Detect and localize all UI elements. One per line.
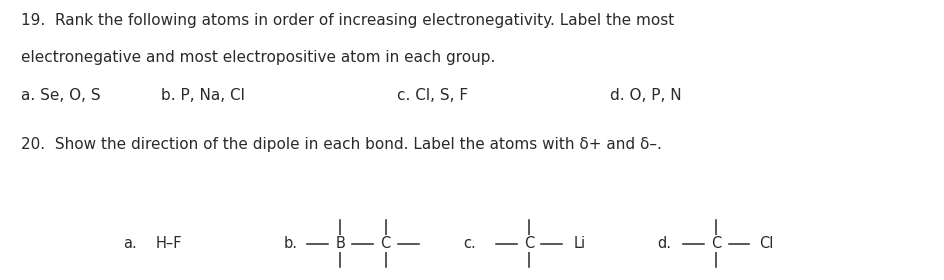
Text: C: C <box>380 236 390 251</box>
Text: Li: Li <box>573 236 584 251</box>
Text: 19.  Rank the following atoms in order of increasing electronegativity. Label th: 19. Rank the following atoms in order of… <box>21 13 673 28</box>
Text: electronegative and most electropositive atom in each group.: electronegative and most electropositive… <box>21 50 495 66</box>
Text: c.: c. <box>463 236 475 251</box>
Text: a. Se, O, S: a. Se, O, S <box>21 88 100 103</box>
Text: a.: a. <box>123 236 137 251</box>
Text: C: C <box>524 236 533 251</box>
Text: d.: d. <box>656 236 670 251</box>
Text: H–F: H–F <box>156 236 182 251</box>
Text: b. P, Na, Cl: b. P, Na, Cl <box>160 88 244 103</box>
Text: 20.  Show the direction of the dipole in each bond. Label the atoms with δ+ and : 20. Show the direction of the dipole in … <box>21 137 661 152</box>
Text: d. O, P, N: d. O, P, N <box>609 88 681 103</box>
Text: b.: b. <box>283 236 297 251</box>
Text: Cl: Cl <box>758 236 773 251</box>
Text: B: B <box>335 236 345 251</box>
Text: C: C <box>711 236 720 251</box>
Text: c. Cl, S, F: c. Cl, S, F <box>396 88 467 103</box>
